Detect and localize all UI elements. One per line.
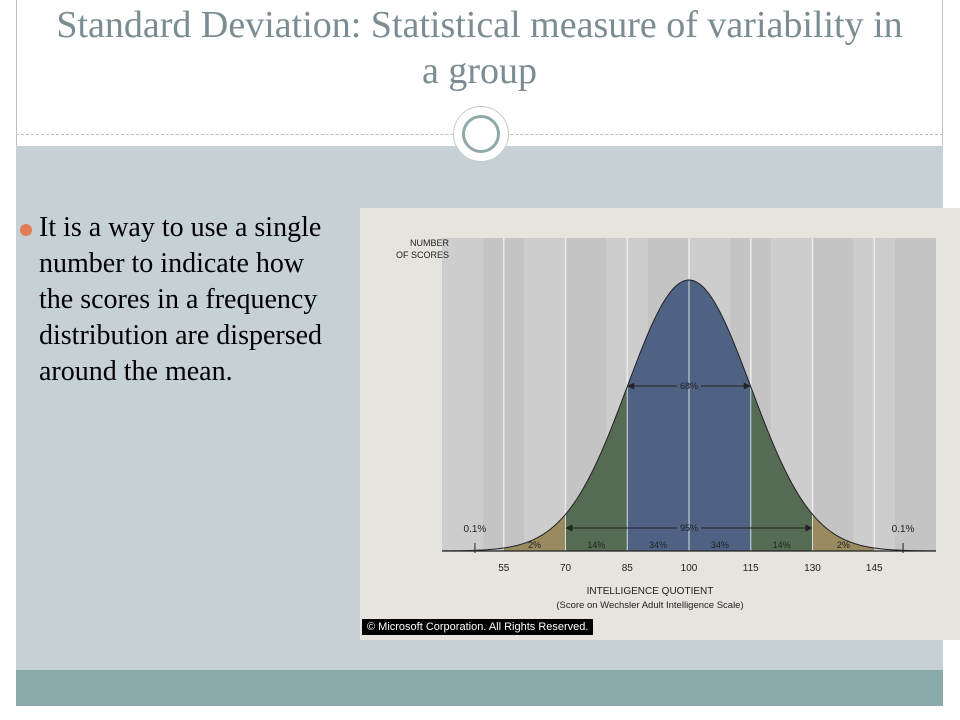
segment-percent-label: 2% [528,540,541,550]
x-axis-sublabel: (Score on Wechsler Adult Intelligence Sc… [556,600,743,611]
x-tick-label: 115 [743,563,759,574]
range-arrowhead-right [805,524,813,532]
x-tick-label: 145 [866,563,883,574]
range-percent-label: 68% [680,381,698,391]
grid-column [442,238,484,551]
x-axis-label: INTELLIGENCE QUOTIENT [587,586,714,597]
range-arrowhead-left [627,382,635,390]
grid-column [812,238,854,551]
chart-svg: 2% 14% 34% 34% 14% 2% 55 70 85 100 115 130 145 0.1% 0.… [360,208,960,640]
segment-percent-label: 2% [837,540,850,550]
x-tick-label: 70 [560,563,572,574]
title-area: Standard Deviation: Statistical measure … [16,0,943,134]
x-tick-label: 100 [681,563,698,574]
distribution-segment [503,514,566,551]
grid-column [524,238,566,551]
grid-column [894,238,936,551]
divider-ring [462,115,500,153]
tail-percent-label: 0.1% [892,524,915,535]
x-tick-label: 85 [622,563,634,574]
bullet-dot-icon [20,224,32,236]
tail-percent-label: 0.1% [464,524,487,535]
divider-circle-icon [453,106,509,162]
range-arrowhead-left [565,524,573,532]
footer-bar [16,670,943,706]
segment-percent-label: 34% [711,540,729,550]
segment-percent-label: 34% [649,540,667,550]
bell-curve-line [441,279,937,552]
copyright-notice: © Microsoft Corporation. All Rights Rese… [362,619,594,635]
y-axis-label-line1: NUMBER [410,238,450,248]
distribution-segment [812,514,875,551]
x-tick-label: 55 [498,563,510,574]
bell-curve-chart: 2% 14% 34% 34% 14% 2% 55 70 85 100 115 130 145 0.1% 0.… [360,208,960,640]
y-axis-label-line2: OF SCORES [396,250,449,260]
range-percent-label: 95% [680,523,698,533]
range-arrowhead-right [743,382,751,390]
slide-title: Standard Deviation: Statistical measure … [56,4,903,92]
bullet-text: It is a way to use a single number to in… [39,212,323,387]
x-tick-label: 130 [804,563,821,574]
segment-percent-label: 14% [773,540,791,550]
segment-percent-label: 14% [587,540,605,550]
